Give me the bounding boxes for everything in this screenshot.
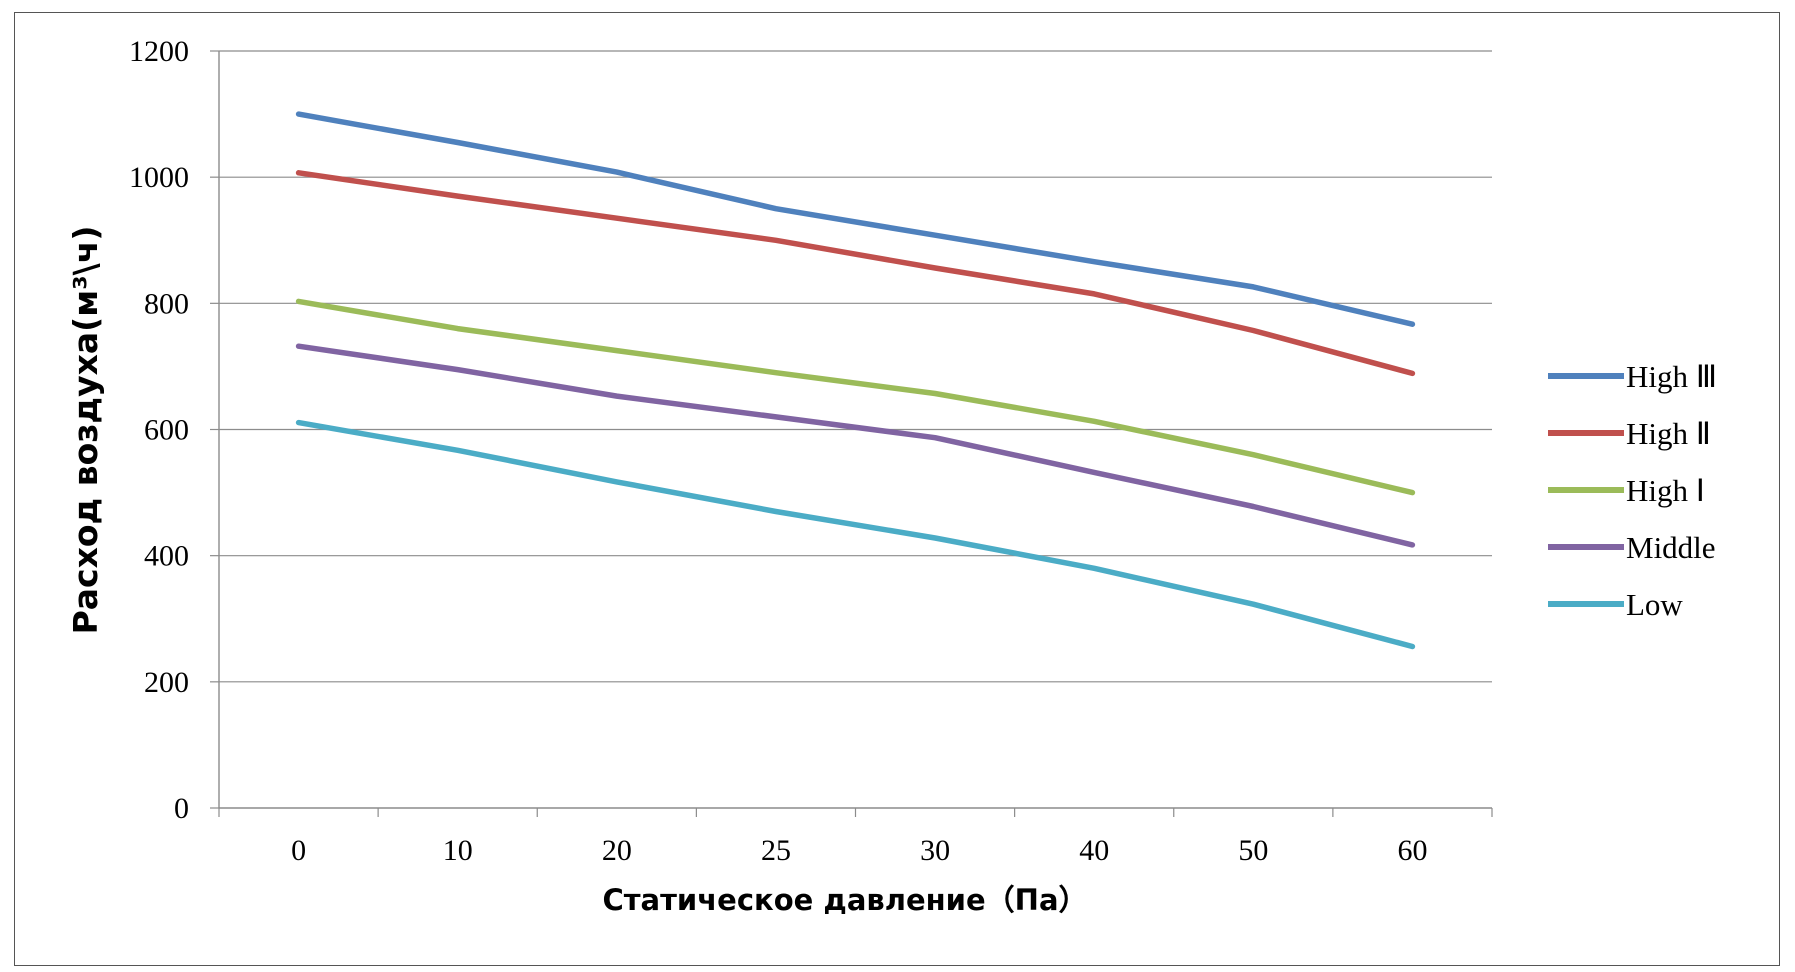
y-axis-title: Расход воздуха(м³\ч): [66, 226, 105, 635]
legend: High Ⅲ High Ⅱ High Ⅰ Middle Low: [1548, 359, 1717, 622]
y-tick-label: 1000: [129, 161, 189, 194]
series-line-high: [295, 111, 1416, 327]
series-lines: [295, 111, 1416, 650]
series-line-middle: [295, 343, 1416, 548]
x-axis-title: Статическое давление（Па）: [602, 883, 1087, 917]
y-tick-label: 200: [144, 666, 189, 699]
chart-frame: [14, 12, 1780, 966]
y-tick-label: 800: [144, 287, 189, 320]
y-tick-label: 0: [174, 792, 189, 825]
series-line-high: [295, 298, 1416, 496]
legend-label: High Ⅱ: [1626, 416, 1711, 451]
legend-label: High Ⅲ: [1626, 359, 1717, 394]
x-tick-label: 60: [1397, 834, 1427, 867]
tick-labels: 0 200 400 600 800 1000 1200 0 10 20 25 30 40 50 60: [129, 35, 1427, 867]
x-tick-label: 50: [1238, 834, 1268, 867]
x-tick-label: 10: [443, 834, 473, 867]
x-tick-label: 25: [761, 834, 791, 867]
series-line-high: [295, 170, 1416, 377]
axes: [210, 50, 1493, 817]
y-tick-label: 400: [144, 540, 189, 573]
x-tick-label: 0: [291, 834, 306, 867]
x-tick-label: 30: [920, 834, 950, 867]
series-line-low: [295, 419, 1416, 650]
legend-label: Low: [1626, 587, 1683, 622]
legend-label: High Ⅰ: [1626, 473, 1705, 508]
legend-label: Middle: [1626, 530, 1716, 565]
x-tick-label: 20: [602, 834, 632, 867]
y-tick-label: 1200: [129, 35, 189, 68]
x-tick-label: 40: [1079, 834, 1109, 867]
y-tick-label: 600: [144, 414, 189, 447]
grid-lines: [219, 50, 1492, 683]
